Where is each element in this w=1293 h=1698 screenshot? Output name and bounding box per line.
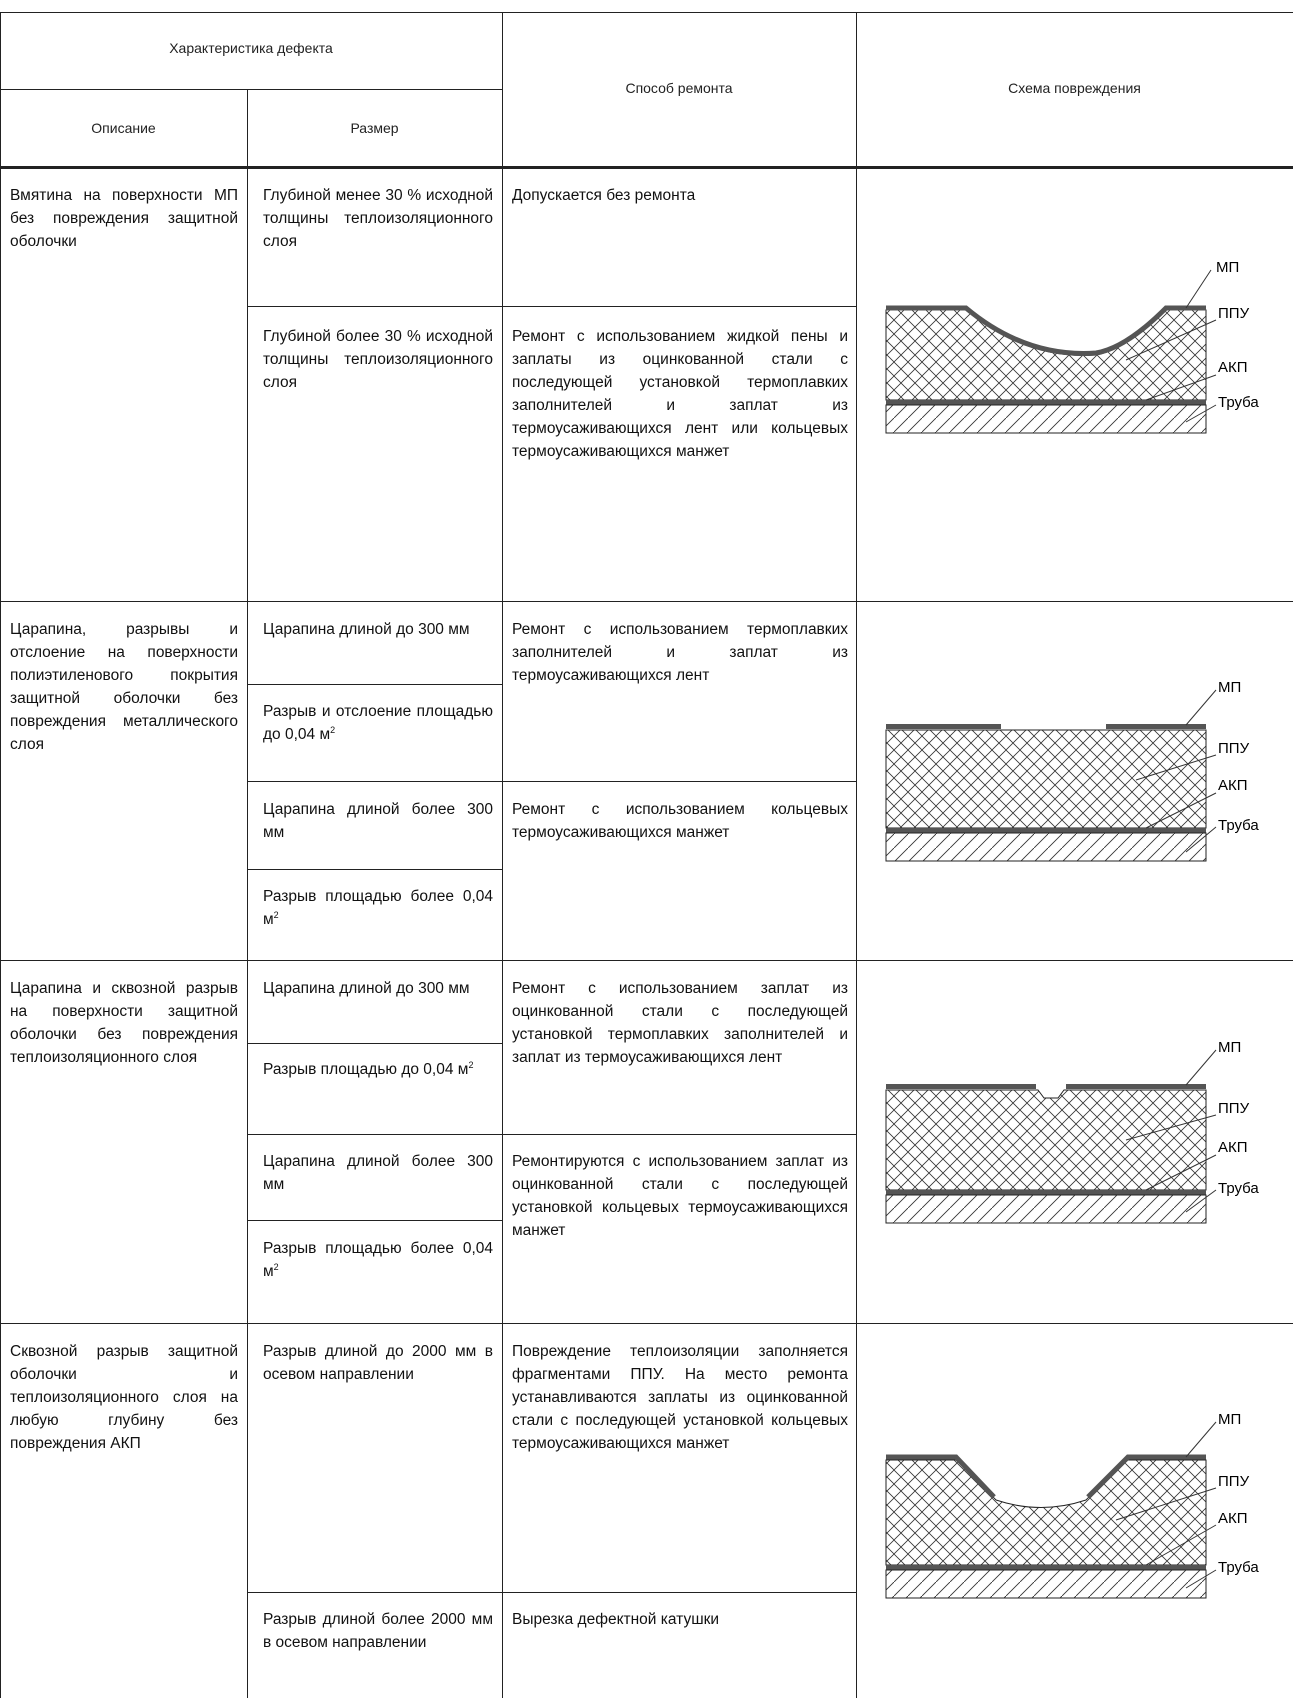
table-border-left [0, 12, 1, 1698]
header-divider [0, 89, 502, 90]
table-border-top [0, 12, 1293, 13]
g4-method-1: Повреждение теплоизоляции заполняется фр… [512, 1343, 848, 1452]
g3-size-divider-1 [247, 1043, 502, 1044]
header-repair-method: Способ ремонта [625, 80, 733, 96]
g1-label-mp: МП [1216, 259, 1239, 276]
g1-label-pipe: Труба [1218, 394, 1259, 411]
g3-size-divider-3 [247, 1220, 502, 1221]
g3-size-3: Царапина длиной более 300 мм [263, 1153, 493, 1193]
g1-size-2: Глубиной более 30 % исходной толщины теп… [263, 328, 493, 391]
group-separator-3 [0, 1323, 1293, 1324]
group-separator-1 [0, 601, 1293, 602]
g1-description: Вмятина на поверхности МП без повреждени… [10, 187, 238, 250]
g3-size-2-text: Разрыв площадью до 0,04 м [263, 1061, 469, 1078]
g3-size-4-sup: 2 [273, 1261, 279, 1272]
header-description: Описание [91, 120, 156, 136]
g4-size-2: Разрыв длиной более 2000 мм в осевом нап… [263, 1611, 493, 1651]
g1-label-akp: АКП [1218, 359, 1248, 376]
header-defect-characteristic: Характеристика дефекта [169, 40, 333, 56]
g3-label-akp: АКП [1218, 1139, 1248, 1156]
g2-label-mp: МП [1218, 680, 1241, 696]
g2-size-4-sup: 2 [273, 909, 279, 920]
g2-label-pipe: Труба [1218, 817, 1259, 834]
g2-size-divider-1 [247, 684, 502, 685]
g1-label-ppu: ППУ [1218, 305, 1250, 322]
g2-size-1: Царапина длиной до 300 мм [263, 621, 470, 638]
g1-method-2: Ремонт с использованием жидкой пены и за… [512, 328, 848, 460]
col-divider-1 [247, 90, 248, 1698]
g1-method-1: Допускается без ремонта [512, 187, 696, 204]
g4-label-ppu: ППУ [1218, 1473, 1250, 1490]
g3-row-divider [247, 1134, 856, 1135]
g3-damage-scheme-diagram: МП ППУ АКП Труба [885, 1040, 1259, 1224]
g2-size-2-text: Разрыв и отслоение площадью до 0,04 м [263, 703, 493, 743]
g2-label-ppu: ППУ [1218, 740, 1250, 757]
col-divider-2 [502, 12, 503, 1698]
g4-label-pipe: Труба [1218, 1559, 1259, 1576]
g4-label-akp: АКП [1218, 1510, 1248, 1527]
g3-size-4-text: Разрыв площадью более 0,04 м [263, 1240, 493, 1280]
g2-size-2-sup: 2 [330, 724, 336, 735]
g2-size-4-text: Разрыв площадью более 0,04 м [263, 888, 493, 928]
g4-label-mp: МП [1218, 1411, 1241, 1428]
g3-method-1: Ремонт с использованием заплат из оцинко… [512, 980, 848, 1066]
g3-method-2: Ремонтируются с использованием заплат из… [512, 1153, 848, 1239]
g3-label-ppu: ППУ [1218, 1100, 1250, 1117]
header-size: Размер [350, 120, 399, 136]
g2-damage-scheme-diagram: МП ППУ АКП Труба [885, 680, 1259, 862]
g1-size-1: Глубиной менее 30 % исходной толщины теп… [263, 187, 493, 250]
g2-row-divider [247, 781, 856, 782]
group-separator-2 [0, 960, 1293, 961]
g4-description: Сквозной разрыв защитной оболочки и тепл… [10, 1343, 238, 1452]
g2-method-2: Ремонт с использованием кольцевых термоу… [512, 801, 848, 841]
g3-label-pipe: Труба [1218, 1180, 1259, 1197]
g3-size-2-sup: 2 [468, 1059, 474, 1070]
g3-label-mp: МП [1218, 1040, 1241, 1056]
g2-size-4: Разрыв площадью более 0,04 м2 [263, 885, 493, 931]
g1-row-divider [247, 306, 856, 307]
g2-size-3: Царапина длиной более 300 мм [263, 801, 493, 841]
g4-size-1: Разрыв длиной до 2000 мм в осевом направ… [263, 1343, 493, 1383]
g2-label-akp: АКП [1218, 777, 1248, 794]
g2-description: Царапина, разрывы и отслоение на поверхн… [10, 621, 238, 753]
header-bottom-rule [0, 166, 1293, 169]
g4-damage-scheme-diagram: МП ППУ АКП Труба [885, 1411, 1259, 1599]
g2-size-2: Разрыв и отслоение площадью до 0,04 м2 [263, 700, 493, 746]
g3-size-2: Разрыв площадью до 0,04 м2 [263, 1058, 493, 1081]
header-damage-scheme: Схема повреждения [1008, 80, 1141, 96]
g3-description: Царапина и сквозной разрыв на поверхност… [10, 980, 238, 1066]
g4-row-divider [247, 1592, 856, 1593]
g1-damage-scheme-diagram: МП ППУ АКП Труба [885, 259, 1259, 434]
g4-method-2: Вырезка дефектной катушки [512, 1611, 720, 1628]
g3-size-4: Разрыв площадью более 0,04 м2 [263, 1237, 493, 1283]
g2-size-divider-3 [247, 869, 502, 870]
col-divider-3 [856, 12, 857, 1698]
g3-size-1: Царапина длиной до 300 мм [263, 980, 470, 997]
g2-method-1: Ремонт с использованием термоплавких зап… [512, 621, 848, 684]
